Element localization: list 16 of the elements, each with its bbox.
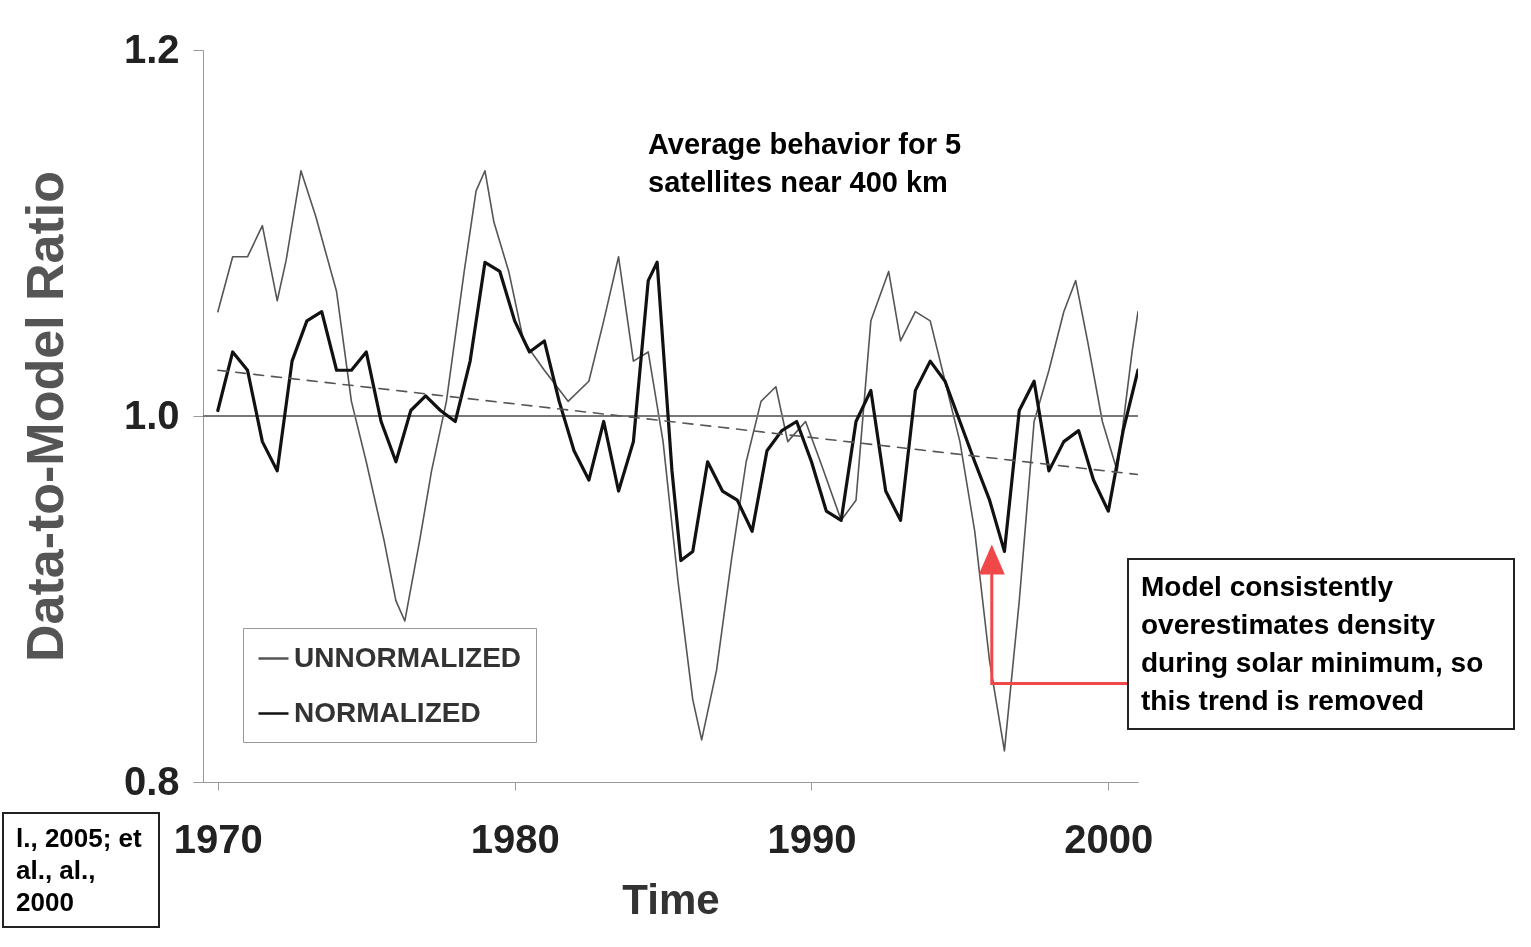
text: Model consistently overestimates density during solar minimum, so this trend is removed: [1127, 558, 1515, 730]
x-axis-title: Time: [622, 875, 720, 923]
x-tick-label: 1970: [173, 816, 263, 861]
y-tick-label: 1.0: [123, 392, 180, 437]
x-tick-label: 2000: [1064, 816, 1154, 861]
line-series: [217, 169, 1138, 752]
legend-label: UNNORMALIZED: [294, 641, 522, 673]
text: l., 2005; et al., al., 2000: [2, 812, 160, 928]
line-series: [216, 260, 1138, 563]
x-tick-label: 1980: [470, 816, 560, 861]
legend-label: NORMALIZED: [294, 696, 481, 728]
annotation: Average behavior for 5 satellites near 400 km: [648, 127, 963, 200]
x-tick-label: 1990: [767, 816, 857, 861]
y-tick-label: 0.8: [123, 758, 180, 803]
y-tick-label: 1.2: [123, 26, 180, 71]
y-axis-title: Data-to-Model Ratio: [15, 170, 74, 663]
